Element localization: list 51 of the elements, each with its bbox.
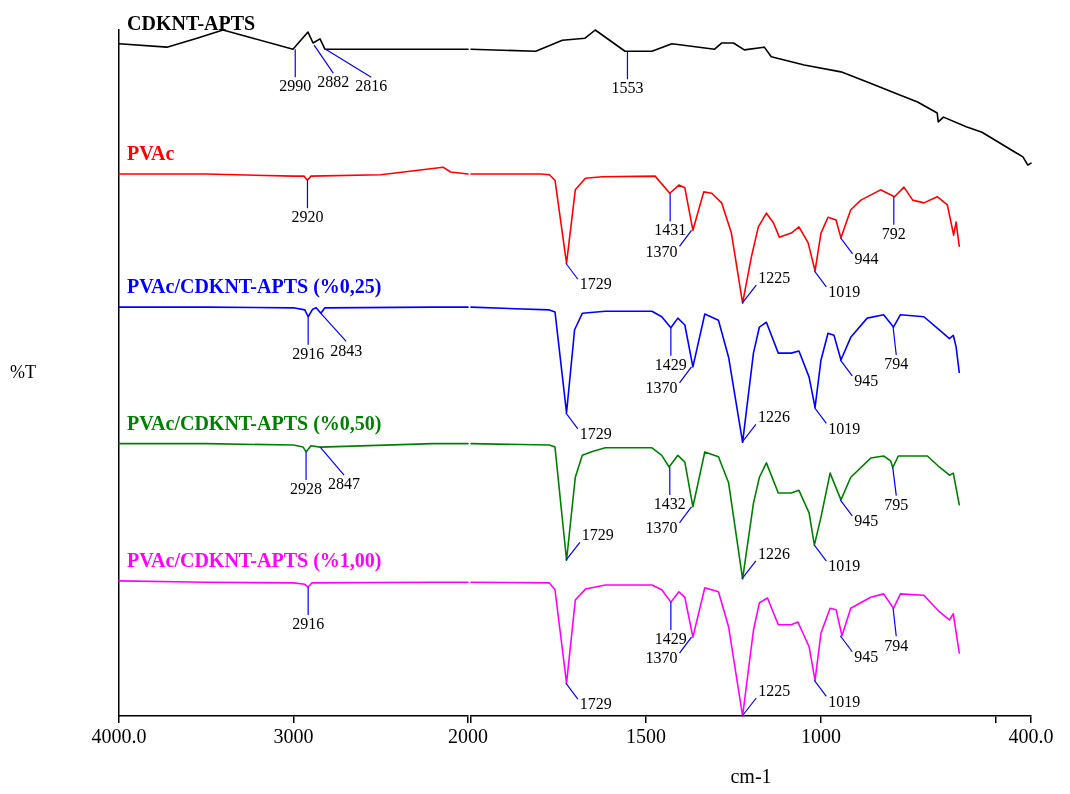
x-tick-label: 3000 [273,725,314,748]
annotation: 794 [884,636,909,654]
annotation: 945 [854,512,879,530]
annotation: 2916 [292,344,325,362]
annotation: 1019 [828,419,861,437]
annotation: 1226 [757,545,790,562]
series-label: PVAc [127,142,175,165]
x-tick-label: 4000.0 [91,725,147,748]
annotation: 944 [854,250,879,268]
annotation: 1729 [579,424,612,442]
annotation: 1429 [654,355,687,373]
annotation: 1431 [654,221,687,239]
x-tick-label: 1000 [801,725,841,748]
series-label: PVAc/CDKNT-APTS (%0,50) [127,411,382,435]
series-label: PVAc/CDKNT-APTS (%1,00) [127,548,382,572]
annotation: 2816 [355,77,388,95]
annotation: 1226 [757,408,790,426]
annotation: 2843 [330,341,363,359]
annotation: 795 [884,495,909,513]
annotation: 1225 [758,682,791,700]
annotation: 792 [881,224,906,242]
annotation: 1019 [828,282,861,300]
x-tick-label: 1500 [626,725,666,748]
y-axis-title: %T [10,361,36,382]
annotation: 1429 [654,630,687,648]
annotation: 2882 [317,73,350,91]
annotation: 2990 [279,77,312,95]
annotation: 1432 [653,495,686,513]
series-label: CDKNT-APTS [127,11,256,34]
annotation: 1019 [828,557,861,575]
annotation: 1370 [645,649,678,667]
annotation: 1225 [758,269,791,287]
x-axis-title: cm-1 [730,765,772,788]
annotation: 1729 [579,275,612,293]
annotation: 1729 [579,695,612,713]
annotation: 1729 [581,526,614,544]
annotation: 1370 [645,242,678,260]
annotation: 1019 [828,692,861,710]
x-tick-label: 2000 [448,725,488,748]
annotation: 2847 [328,475,361,493]
x-tick-label: 400.0 [1008,725,1054,748]
annotation: 1370 [645,379,678,397]
annotation: 2928 [290,480,323,498]
annotation: 1370 [645,518,678,536]
annotation: 2916 [292,615,325,633]
annotation: 945 [854,647,879,665]
annotation: 2920 [291,208,324,226]
annotation: 945 [854,372,879,390]
series-label: PVAc/CDKNT-APTS (%0,25) [127,275,382,299]
annotation: 794 [884,355,909,373]
annotation: 1553 [611,79,644,97]
